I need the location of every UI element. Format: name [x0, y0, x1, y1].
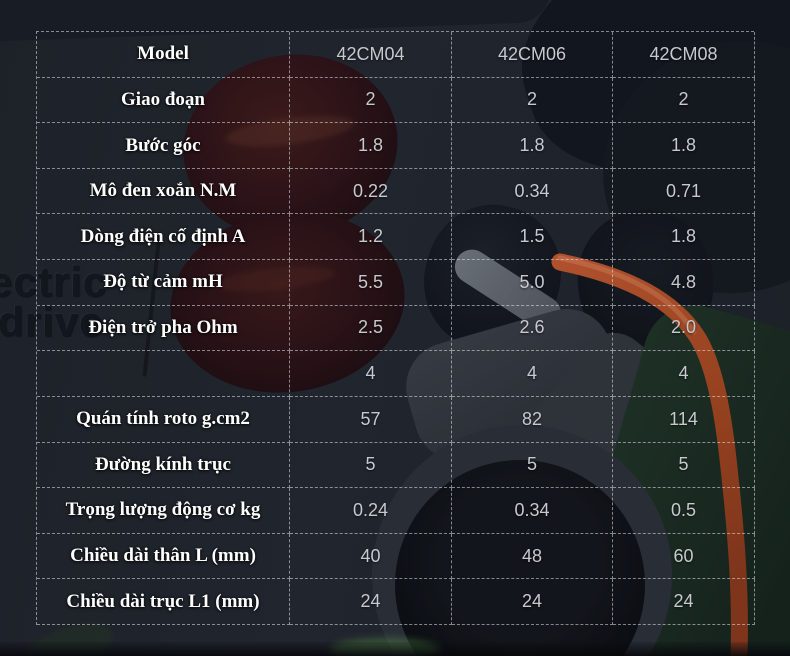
spec-value: 4.8: [613, 260, 755, 306]
spec-value: 2: [290, 77, 452, 124]
spec-header-42cm08: 42CM08: [613, 32, 755, 78]
spec-value: 1.2: [290, 214, 452, 261]
spec-label: Đường kính trục: [37, 442, 290, 489]
spec-label: Chiều dài trục L1 (mm): [37, 579, 290, 625]
spec-value: 1.8: [613, 123, 755, 169]
spec-label: Điện trở pha Ohm: [37, 305, 290, 352]
spec-label-empty: [37, 351, 290, 397]
photo-rear-wheel: [395, 460, 645, 656]
spec-value: 24: [290, 579, 452, 625]
spec-header-model: Model: [37, 32, 290, 78]
spec-value: 2.0: [613, 305, 755, 352]
spec-header-42cm06: 42CM06: [452, 32, 613, 78]
spec-value: 1.8: [290, 123, 452, 169]
spec-value: 0.24: [290, 488, 452, 534]
spec-value: 1.8: [452, 123, 613, 169]
spec-label: Bước góc: [37, 123, 290, 169]
branding-line-electric: electric: [0, 258, 108, 305]
spec-label: Giao đoạn: [37, 77, 290, 124]
spec-label: Chiều dài thân L (mm): [37, 533, 290, 580]
spec-value: 0.34: [452, 168, 613, 215]
spec-value: 5: [452, 442, 613, 489]
spec-label: Trọng lượng động cơ kg: [37, 488, 290, 534]
spec-value: 1.5: [452, 214, 613, 261]
spec-value: 114: [613, 396, 755, 443]
branding-line-drive: drive: [0, 298, 104, 345]
spec-value: 2.6: [452, 305, 613, 352]
photo-embossed-branding: electric drive: [0, 258, 108, 345]
spec-value: 60: [613, 533, 755, 580]
spec-value: 2: [613, 77, 755, 124]
spec-header-42cm04: 42CM04: [290, 32, 452, 78]
spec-value: 0.5: [613, 488, 755, 534]
spec-value: 0.71: [613, 168, 755, 215]
spec-value: 1.8: [613, 214, 755, 261]
spec-value: 5.0: [452, 260, 613, 306]
spec-value: 57: [290, 396, 452, 443]
spec-value: 24: [613, 579, 755, 625]
spec-value: 24: [452, 579, 613, 625]
spec-value: 82: [452, 396, 613, 443]
spec-label: Mô đen xoắn N.M: [37, 168, 290, 215]
spec-label: Quán tính roto g.cm2: [37, 396, 290, 443]
spec-label: Dòng điện cố định A: [37, 214, 290, 261]
spec-value: 2.5: [290, 305, 452, 352]
spec-value: 5.5: [290, 260, 452, 306]
spec-label: Độ từ cảm mH: [37, 260, 290, 306]
spec-value: 5: [290, 442, 452, 489]
spec-value: 2: [452, 77, 613, 124]
spec-value: 4: [613, 351, 755, 397]
spec-value: 4: [290, 351, 452, 397]
spec-value: 5: [613, 442, 755, 489]
spec-value: 48: [452, 533, 613, 580]
spec-value: 4: [452, 351, 613, 397]
spec-value: 40: [290, 533, 452, 580]
spec-table: Model 42CM04 42CM06 42CM08 Giao đoạn 2 2…: [36, 31, 755, 625]
spec-value: 0.34: [452, 488, 613, 534]
spec-value: 0.22: [290, 168, 452, 215]
photo-bottom-shadow: [0, 642, 790, 656]
